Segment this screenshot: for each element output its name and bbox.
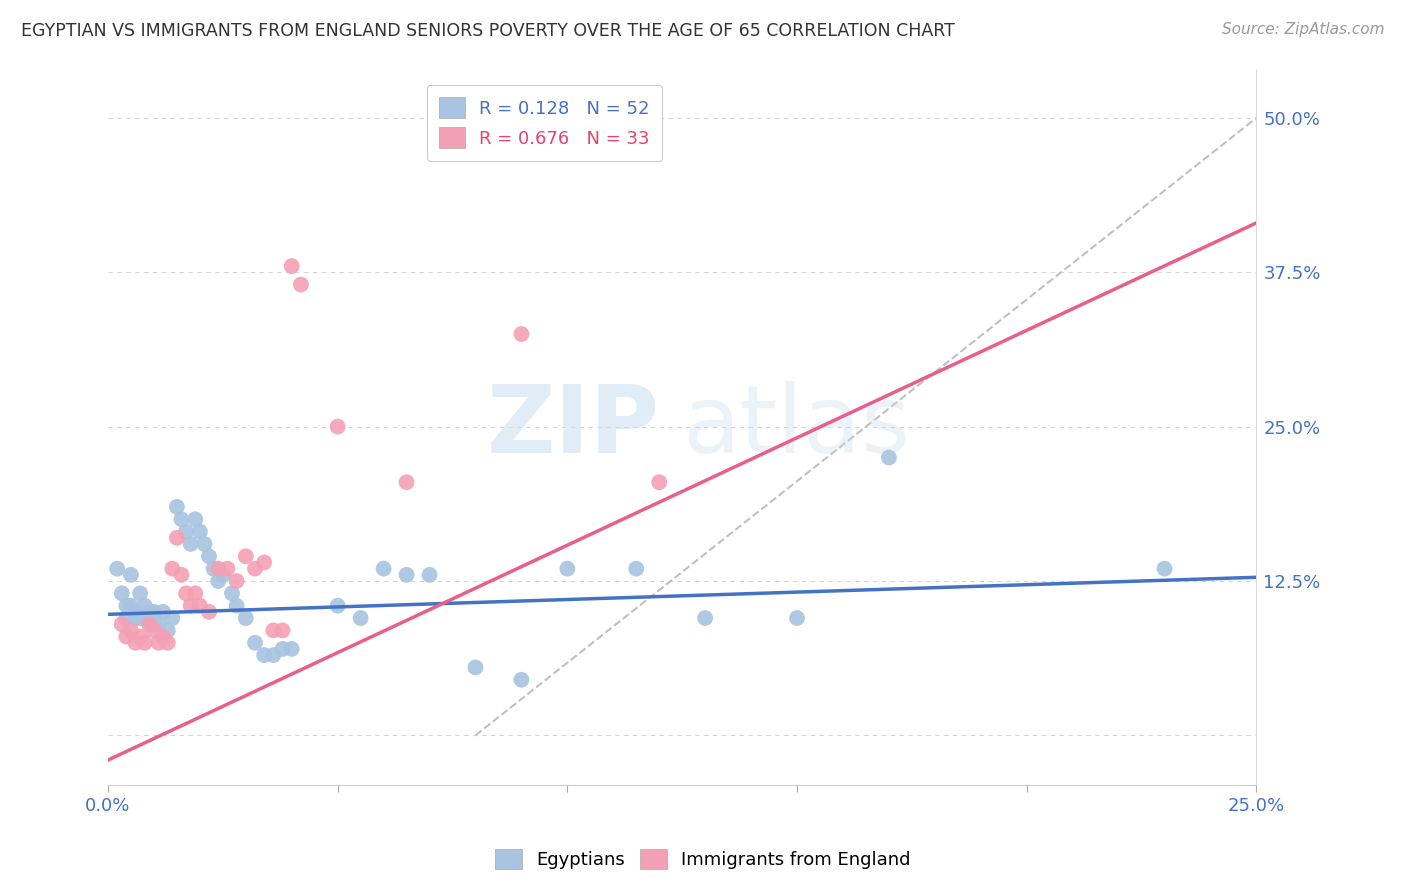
- Point: [162, 611, 184, 625]
- Point: [180, 537, 202, 551]
- Point: [786, 611, 808, 625]
- Point: [253, 648, 276, 662]
- Point: [138, 617, 160, 632]
- Point: [129, 586, 152, 600]
- Point: [198, 549, 221, 564]
- Point: [395, 567, 418, 582]
- Point: [221, 586, 243, 600]
- Point: [243, 636, 266, 650]
- Point: [170, 512, 193, 526]
- Point: [217, 561, 239, 575]
- Point: [124, 605, 146, 619]
- Point: [115, 611, 138, 625]
- Point: [152, 630, 174, 644]
- Point: [180, 599, 202, 613]
- Point: [243, 561, 266, 575]
- Legend: R = 0.128   N = 52, R = 0.676   N = 33: R = 0.128 N = 52, R = 0.676 N = 33: [426, 85, 662, 161]
- Point: [142, 617, 165, 632]
- Point: [290, 277, 312, 292]
- Point: [120, 567, 142, 582]
- Point: [142, 624, 165, 638]
- Point: [111, 617, 134, 632]
- Point: [202, 561, 225, 575]
- Point: [148, 636, 170, 650]
- Point: [225, 599, 247, 613]
- Point: [225, 574, 247, 588]
- Point: [129, 630, 152, 644]
- Text: ZIP: ZIP: [486, 381, 659, 473]
- Point: [184, 512, 207, 526]
- Point: [166, 531, 188, 545]
- Point: [280, 641, 302, 656]
- Point: [111, 586, 134, 600]
- Point: [105, 561, 128, 575]
- Point: [280, 259, 302, 273]
- Point: [148, 617, 170, 632]
- Point: [464, 660, 486, 674]
- Point: [1153, 561, 1175, 575]
- Point: [156, 624, 179, 638]
- Point: [134, 636, 156, 650]
- Point: [695, 611, 717, 625]
- Point: [207, 561, 229, 575]
- Point: [349, 611, 371, 625]
- Point: [271, 624, 294, 638]
- Point: [198, 605, 221, 619]
- Point: [170, 567, 193, 582]
- Point: [129, 611, 152, 625]
- Point: [262, 624, 284, 638]
- Point: [120, 599, 142, 613]
- Point: [115, 630, 138, 644]
- Legend: Egyptians, Immigrants from England: Egyptians, Immigrants from England: [486, 839, 920, 879]
- Point: [138, 617, 160, 632]
- Point: [166, 500, 188, 514]
- Point: [253, 556, 276, 570]
- Point: [120, 624, 142, 638]
- Point: [395, 475, 418, 490]
- Point: [124, 611, 146, 625]
- Point: [184, 586, 207, 600]
- Point: [188, 524, 211, 539]
- Point: [138, 605, 160, 619]
- Point: [211, 567, 233, 582]
- Point: [152, 605, 174, 619]
- Point: [510, 326, 533, 341]
- Point: [510, 673, 533, 687]
- Point: [156, 636, 179, 650]
- Point: [235, 549, 257, 564]
- Point: [373, 561, 395, 575]
- Point: [626, 561, 648, 575]
- Point: [207, 574, 229, 588]
- Point: [115, 599, 138, 613]
- Point: [648, 475, 671, 490]
- Point: [271, 641, 294, 656]
- Point: [162, 561, 184, 575]
- Point: [877, 450, 900, 465]
- Point: [174, 586, 197, 600]
- Point: [134, 599, 156, 613]
- Point: [557, 561, 579, 575]
- Point: [188, 599, 211, 613]
- Point: [326, 599, 349, 613]
- Point: [326, 419, 349, 434]
- Text: EGYPTIAN VS IMMIGRANTS FROM ENGLAND SENIORS POVERTY OVER THE AGE OF 65 CORRELATI: EGYPTIAN VS IMMIGRANTS FROM ENGLAND SENI…: [21, 22, 955, 40]
- Point: [235, 611, 257, 625]
- Point: [419, 567, 441, 582]
- Point: [262, 648, 284, 662]
- Point: [124, 636, 146, 650]
- Point: [193, 537, 215, 551]
- Text: Source: ZipAtlas.com: Source: ZipAtlas.com: [1222, 22, 1385, 37]
- Point: [142, 605, 165, 619]
- Point: [174, 524, 197, 539]
- Point: [134, 611, 156, 625]
- Text: atlas: atlas: [682, 381, 911, 473]
